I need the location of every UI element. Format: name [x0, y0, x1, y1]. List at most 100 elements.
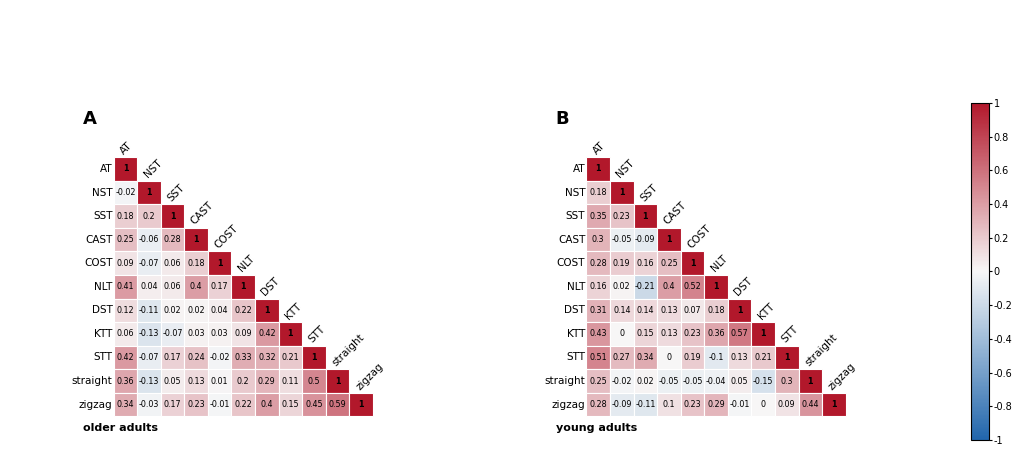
Text: DST: DST [564, 305, 585, 315]
Text: 1: 1 [736, 306, 742, 315]
Text: 0.45: 0.45 [305, 400, 322, 409]
Bar [278, 369, 302, 393]
Bar [255, 322, 278, 346]
Bar [609, 228, 633, 251]
Bar [656, 251, 680, 275]
Bar [113, 157, 138, 181]
Bar [278, 322, 302, 346]
Bar [161, 228, 184, 251]
Text: 0.23: 0.23 [683, 400, 701, 409]
Bar [113, 322, 138, 346]
Text: -0.01: -0.01 [209, 400, 229, 409]
Bar [633, 275, 656, 299]
Bar [184, 251, 208, 275]
Bar [703, 393, 728, 417]
Bar [586, 393, 609, 417]
Bar [680, 251, 703, 275]
Text: KTT: KTT [94, 329, 112, 339]
Bar [703, 322, 728, 346]
Text: 0.34: 0.34 [636, 353, 653, 362]
Bar [161, 322, 184, 346]
Bar [609, 299, 633, 322]
Bar [113, 275, 138, 299]
Bar [302, 346, 325, 369]
Text: AT: AT [591, 140, 606, 156]
Text: 1: 1 [358, 400, 364, 409]
Text: COST: COST [556, 258, 585, 268]
Text: 0.23: 0.23 [612, 212, 630, 220]
Bar [113, 181, 138, 205]
Bar [656, 346, 680, 369]
Text: 0.13: 0.13 [659, 306, 677, 315]
Bar [656, 322, 680, 346]
Text: 0.4: 0.4 [662, 282, 675, 291]
Text: CAST: CAST [557, 234, 585, 245]
Text: -0.02: -0.02 [115, 188, 136, 197]
Text: 0.35: 0.35 [589, 212, 606, 220]
Text: 1: 1 [169, 212, 175, 220]
Bar [703, 369, 728, 393]
Text: KTT: KTT [755, 301, 775, 321]
Bar [113, 299, 138, 322]
Bar [161, 299, 184, 322]
Bar [798, 393, 821, 417]
Text: 0.43: 0.43 [589, 329, 606, 338]
Bar [586, 251, 609, 275]
Text: COST: COST [212, 223, 239, 250]
Bar [633, 346, 656, 369]
Bar [184, 369, 208, 393]
Text: 0.24: 0.24 [187, 353, 205, 362]
Text: 1: 1 [146, 188, 152, 197]
Bar [586, 181, 609, 205]
Text: CAST: CAST [85, 234, 112, 245]
Text: 1: 1 [759, 329, 765, 338]
Text: 0.42: 0.42 [258, 329, 275, 338]
Bar [184, 346, 208, 369]
Text: SST: SST [165, 182, 186, 203]
Text: 0.51: 0.51 [589, 353, 606, 362]
Bar [774, 346, 798, 369]
Text: 0.5: 0.5 [308, 377, 320, 386]
Text: -0.09: -0.09 [611, 400, 632, 409]
Bar [633, 393, 656, 417]
Text: zigzag: zigzag [354, 361, 384, 392]
Bar [138, 369, 161, 393]
Bar [609, 275, 633, 299]
Text: NST: NST [92, 188, 112, 197]
Text: 0.23: 0.23 [683, 329, 701, 338]
Text: 0.03: 0.03 [187, 329, 205, 338]
Text: AT: AT [100, 164, 112, 174]
Bar [255, 346, 278, 369]
Text: SST: SST [93, 211, 112, 221]
Text: -0.11: -0.11 [635, 400, 655, 409]
Bar [231, 275, 255, 299]
Bar [728, 322, 751, 346]
Bar [656, 299, 680, 322]
Text: 1: 1 [217, 259, 222, 268]
Bar [113, 228, 138, 251]
Text: 1: 1 [595, 164, 600, 174]
Bar [302, 393, 325, 417]
Bar [656, 228, 680, 251]
Text: 0.06: 0.06 [164, 282, 181, 291]
Text: NST: NST [142, 158, 163, 180]
Bar [586, 346, 609, 369]
Bar [586, 322, 609, 346]
Text: 0.36: 0.36 [116, 377, 135, 386]
Text: -0.04: -0.04 [705, 377, 726, 386]
Bar [798, 369, 821, 393]
Bar [113, 205, 138, 228]
Text: 1: 1 [194, 235, 199, 244]
Bar [586, 228, 609, 251]
Text: straight: straight [71, 376, 112, 386]
Text: -0.13: -0.13 [139, 377, 159, 386]
Text: 1: 1 [240, 282, 246, 291]
Text: 0.25: 0.25 [116, 235, 135, 244]
Bar [633, 228, 656, 251]
Bar [161, 393, 184, 417]
Bar [728, 346, 751, 369]
Text: 0.33: 0.33 [234, 353, 252, 362]
Text: straight: straight [544, 376, 585, 386]
Text: KTT: KTT [567, 329, 585, 339]
Bar [278, 346, 302, 369]
